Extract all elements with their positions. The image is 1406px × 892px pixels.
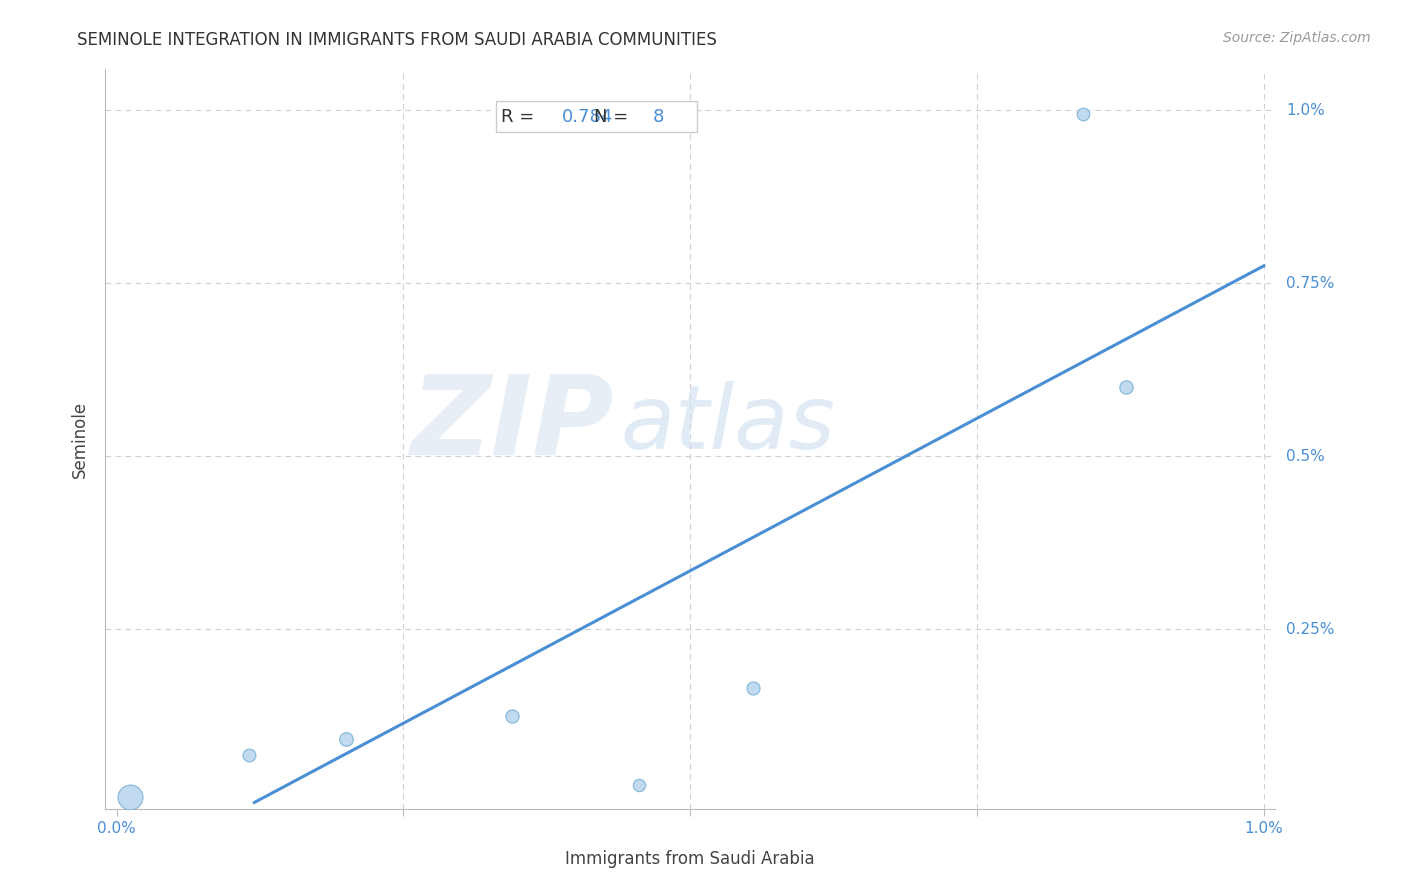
Text: SEMINOLE INTEGRATION IN IMMIGRANTS FROM SAUDI ARABIA COMMUNITIES: SEMINOLE INTEGRATION IN IMMIGRANTS FROM … <box>77 31 717 49</box>
Point <box>238 748 260 763</box>
Text: R = 0.784    N = 8: R = 0.784 N = 8 <box>503 108 690 126</box>
Text: Source: ZipAtlas.com: Source: ZipAtlas.com <box>1223 31 1371 45</box>
Text: ZIP: ZIP <box>411 371 614 477</box>
X-axis label: Immigrants from Saudi Arabia: Immigrants from Saudi Arabia <box>565 850 815 868</box>
Point <box>120 789 142 804</box>
Text: 0.25%: 0.25% <box>1286 622 1334 637</box>
Text: 0.5%: 0.5% <box>1286 449 1324 464</box>
Text: 0.75%: 0.75% <box>1286 276 1334 291</box>
Point <box>335 731 357 746</box>
Point <box>501 709 523 723</box>
Point <box>1115 380 1137 394</box>
Point <box>742 681 765 696</box>
Text: atlas: atlas <box>620 381 835 467</box>
Y-axis label: Seminole: Seminole <box>72 401 89 477</box>
Text: 0.784: 0.784 <box>561 108 613 126</box>
Point <box>627 778 650 792</box>
Text: 8: 8 <box>652 108 664 126</box>
Text: R =: R = <box>502 108 540 126</box>
Text: N =: N = <box>595 108 634 126</box>
Point <box>1071 106 1094 120</box>
Text: 1.0%: 1.0% <box>1286 103 1324 118</box>
